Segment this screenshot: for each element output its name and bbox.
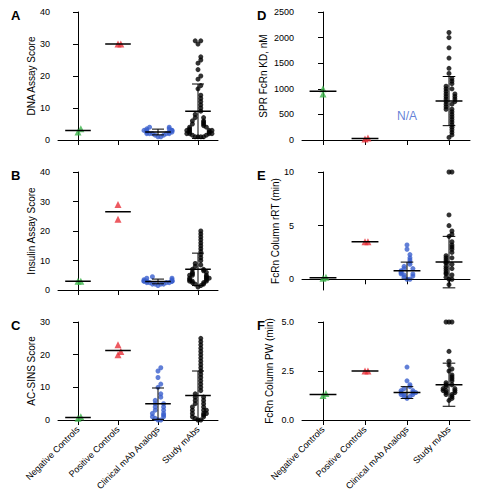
svg-text:20: 20 <box>40 226 50 236</box>
svg-text:Negative Controls: Negative Controls <box>269 424 327 482</box>
svg-text:10: 10 <box>284 167 294 177</box>
svg-text:Negative Controls: Negative Controls <box>24 424 82 482</box>
svg-text:Clinical mAb Analogs: Clinical mAb Analogs <box>95 424 162 491</box>
svg-text:Positive Controls: Positive Controls <box>66 424 122 480</box>
svg-text:2500: 2500 <box>274 7 294 17</box>
svg-text:Insulin Assay Score: Insulin Assay Score <box>26 187 37 275</box>
svg-text:20: 20 <box>40 350 50 360</box>
svg-text:10: 10 <box>40 256 50 266</box>
svg-text:5: 5 <box>289 221 294 231</box>
svg-text:0: 0 <box>289 135 294 145</box>
svg-text:0: 0 <box>45 415 50 425</box>
svg-text:40: 40 <box>40 167 50 177</box>
svg-text:40: 40 <box>40 7 50 17</box>
svg-text:A: A <box>11 8 21 23</box>
svg-text:Clinical mAb Analogs: Clinical mAb Analogs <box>344 424 411 491</box>
svg-text:30: 30 <box>40 39 50 49</box>
svg-text:500: 500 <box>279 109 294 119</box>
svg-text:F: F <box>257 318 265 333</box>
svg-text:N/A: N/A <box>397 109 417 123</box>
svg-text:DNA Assay Score: DNA Assay Score <box>26 36 37 115</box>
svg-text:10: 10 <box>40 382 50 392</box>
svg-text:E: E <box>257 168 266 183</box>
svg-text:0: 0 <box>45 135 50 145</box>
svg-text:SPR FcRn KD, nM: SPR FcRn KD, nM <box>258 34 269 117</box>
svg-text:30: 30 <box>40 317 50 327</box>
svg-text:Study mAbs: Study mAbs <box>160 424 202 466</box>
svg-text:C: C <box>11 318 21 333</box>
svg-text:1000: 1000 <box>274 84 294 94</box>
svg-text:10: 10 <box>40 103 50 113</box>
svg-text:AC-SINS Score: AC-SINS Score <box>26 336 37 406</box>
svg-text:0.0: 0.0 <box>281 415 294 425</box>
svg-text:D: D <box>257 8 266 23</box>
svg-text:1500: 1500 <box>274 58 294 68</box>
svg-text:FcRn Column rRT (min): FcRn Column rRT (min) <box>270 178 281 284</box>
svg-text:2000: 2000 <box>274 33 294 43</box>
svg-text:Positive Controls: Positive Controls <box>313 424 369 480</box>
svg-text:FcRn Column PW (min): FcRn Column PW (min) <box>264 318 275 424</box>
svg-text:0: 0 <box>289 274 294 284</box>
svg-text:0: 0 <box>45 285 50 295</box>
svg-text:Study mAbs: Study mAbs <box>411 424 453 466</box>
svg-text:2.5: 2.5 <box>281 366 294 376</box>
svg-text:B: B <box>11 168 20 183</box>
svg-text:5.0: 5.0 <box>281 317 294 327</box>
svg-text:20: 20 <box>40 71 50 81</box>
svg-text:30: 30 <box>40 197 50 207</box>
